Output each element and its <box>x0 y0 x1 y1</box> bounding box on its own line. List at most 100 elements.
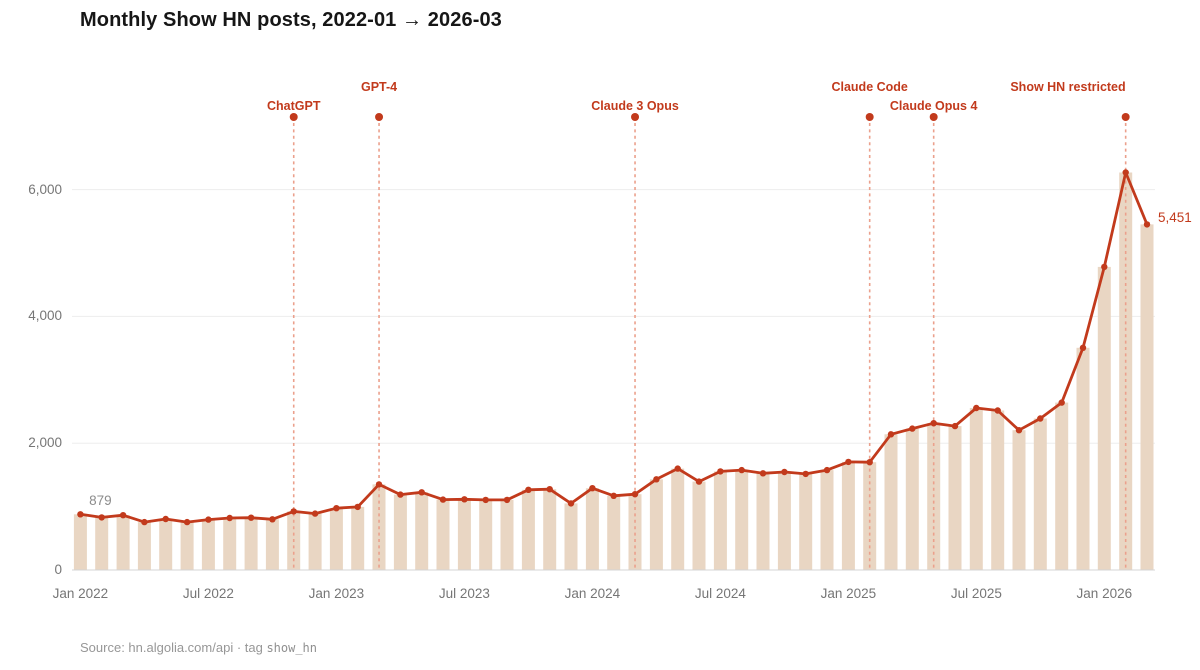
bar-2022-06 <box>180 522 194 570</box>
bar-2025-03 <box>884 434 898 570</box>
bar-2024-07 <box>713 471 727 570</box>
point-2023-09 <box>503 496 511 504</box>
bar-2024-12 <box>820 470 834 570</box>
point-2024-07 <box>717 468 724 475</box>
x-tick-2024-07: Jul 2024 <box>694 586 746 601</box>
point-2022-09 <box>247 514 255 521</box>
annotation-label-claude-3-opus: Claude 3 Opus <box>591 99 679 113</box>
point-2022-10 <box>269 516 276 523</box>
point-2023-11 <box>546 486 553 493</box>
bar-2023-07 <box>457 499 471 570</box>
source-text: Source: hn.algolia.com/api · tag <box>80 640 267 655</box>
bar-2022-01 <box>73 514 87 570</box>
bar-2024-04 <box>649 479 663 570</box>
point-2023-02 <box>354 503 361 511</box>
bar-2023-04 <box>393 494 407 570</box>
point-2023-07 <box>461 496 468 503</box>
point-2023-12 <box>567 500 575 507</box>
point-2023-04 <box>397 491 404 498</box>
point-2025-11 <box>1058 399 1065 406</box>
y-tick-6000: 6,000 <box>28 181 62 197</box>
annotation-label-claude-code: Claude Code <box>831 80 908 94</box>
point-2025-03 <box>887 431 895 438</box>
bar-2023-05 <box>415 492 429 570</box>
point-2025-06 <box>951 422 959 430</box>
annotation-dot-chatgpt <box>289 113 298 121</box>
bar-2026-02 <box>1119 172 1133 570</box>
bar-2022-07 <box>201 519 215 570</box>
bar-2022-04 <box>137 522 151 570</box>
point-2022-05 <box>162 515 169 523</box>
point-2022-11 <box>290 508 297 515</box>
point-2025-12 <box>1079 344 1087 351</box>
point-2023-03 <box>375 481 383 488</box>
bar-2023-06 <box>436 499 450 570</box>
bar-2022-09 <box>244 517 258 570</box>
point-2024-12 <box>823 466 831 474</box>
point-2025-07 <box>973 404 980 412</box>
point-2023-06 <box>439 496 447 503</box>
point-2022-08 <box>226 514 233 522</box>
chart-title: Monthly Show HN posts, 2022-01 → 2026-03 <box>80 9 502 31</box>
point-label-2022-01: 879 <box>89 493 112 509</box>
bar-2023-10 <box>521 489 535 570</box>
bar-2024-08 <box>735 470 749 570</box>
y-tick-2000: 2,000 <box>28 435 62 451</box>
bar-2022-10 <box>265 519 279 570</box>
point-2026-02 <box>1122 169 1129 176</box>
point-2024-06 <box>695 478 703 485</box>
bar-2024-10 <box>777 472 791 570</box>
bar-2026-03 <box>1140 224 1154 570</box>
bar-2025-07 <box>969 408 983 570</box>
bar-2025-10 <box>1033 418 1047 570</box>
series-line <box>79 171 1149 524</box>
point-2025-05 <box>930 420 937 427</box>
bar-2025-12 <box>1076 347 1090 570</box>
point-2024-09 <box>759 470 767 477</box>
point-2024-11 <box>802 470 809 478</box>
x-tick-2026-01: Jan 2026 <box>1076 586 1133 601</box>
bar-2023-12 <box>564 503 578 570</box>
bar-2024-02 <box>607 495 621 570</box>
point-2024-08 <box>738 466 745 474</box>
y-tick-0: 0 <box>54 562 62 577</box>
bar-2024-09 <box>756 473 770 570</box>
bar-2024-06 <box>692 481 706 570</box>
point-2025-10 <box>1037 415 1044 422</box>
point-2025-08 <box>994 407 1001 414</box>
point-2023-05 <box>418 489 425 496</box>
point-2022-06 <box>183 518 191 526</box>
bar-2025-06 <box>948 426 962 570</box>
point-2022-01 <box>77 511 84 518</box>
x-tick-2025-07: Jul 2025 <box>950 586 1002 601</box>
bar-2022-12 <box>308 513 322 570</box>
point-2024-10 <box>781 468 788 476</box>
bar-2023-11 <box>543 489 557 570</box>
point-2022-03 <box>119 512 127 519</box>
bar-2024-05 <box>671 468 685 570</box>
point-2025-09 <box>1015 427 1023 434</box>
annotation-label-claude-opus-4: Claude Opus 4 <box>889 99 978 113</box>
x-tick-2023-07: Jul 2023 <box>438 586 490 601</box>
bar-2025-11 <box>1055 402 1069 570</box>
point-2026-01 <box>1101 263 1108 271</box>
annotation-label-show-hn-restricted: Show HN restricted <box>1010 80 1126 94</box>
point-2025-01 <box>845 458 852 466</box>
point-2024-04 <box>653 476 660 483</box>
point-2025-04 <box>909 425 916 432</box>
bar-2024-11 <box>799 473 813 570</box>
annotation-dot-gpt-4 <box>375 113 384 121</box>
point-2023-01 <box>333 505 340 512</box>
bar-2022-05 <box>159 519 173 570</box>
source-line: Source: hn.algolia.com/api · tag show_hn <box>80 640 317 655</box>
point-2024-02 <box>610 492 617 499</box>
bar-2024-01 <box>585 488 599 570</box>
bar-2023-02 <box>351 506 365 570</box>
point-2022-02 <box>98 514 105 521</box>
bar-2022-08 <box>223 518 237 570</box>
annotation-label-gpt-4: GPT-4 <box>360 80 398 94</box>
bar-2023-08 <box>479 499 493 570</box>
bar-2025-08 <box>991 410 1005 570</box>
